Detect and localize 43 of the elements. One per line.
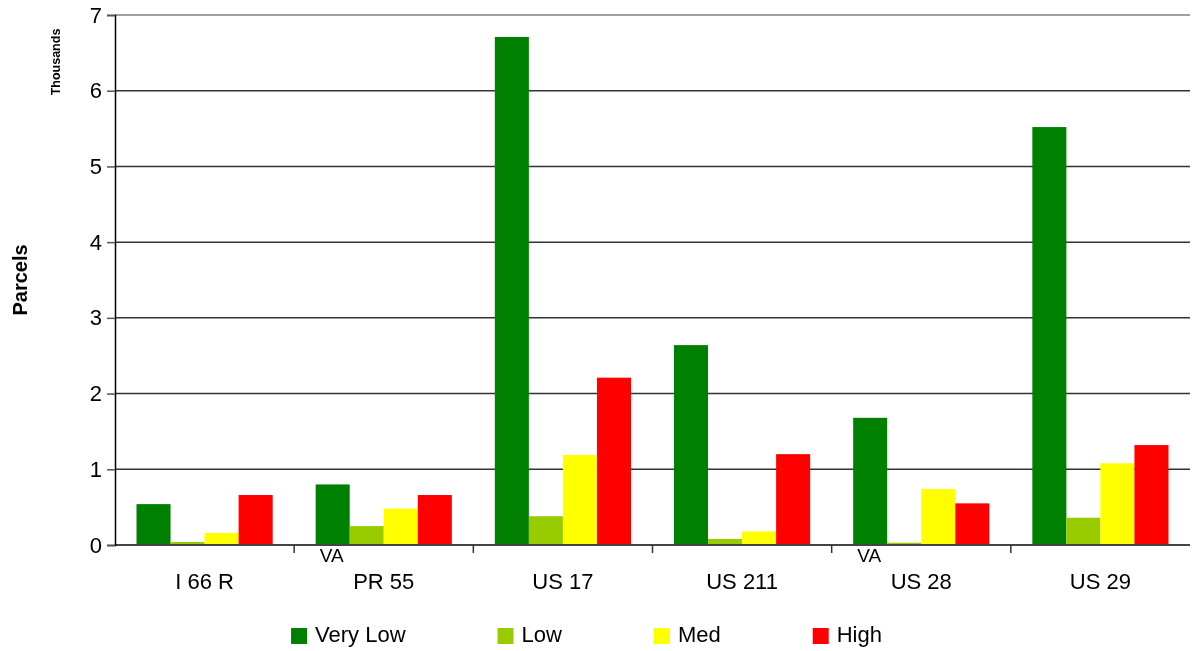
- y-tick-label: 7: [89, 2, 102, 28]
- bar: [238, 495, 273, 545]
- x-tick-label: US 17: [532, 568, 594, 594]
- x-tick-label: PR 55: [353, 568, 415, 594]
- bar: [1032, 127, 1067, 545]
- y-tick-label: 3: [89, 305, 102, 331]
- bar: [204, 532, 239, 545]
- annotation: VA: [857, 544, 882, 566]
- x-tick-label: US 28: [890, 568, 952, 594]
- text: Thousands: [49, 28, 64, 96]
- bar: [136, 504, 171, 545]
- bar: [853, 417, 888, 545]
- legend-label: Very Low: [315, 621, 406, 647]
- bar: [383, 508, 418, 545]
- bar: [596, 377, 631, 545]
- bar: [349, 526, 384, 545]
- bar: [528, 516, 563, 545]
- bar: [1100, 463, 1135, 545]
- x-tick-label: I 66 R: [175, 568, 234, 594]
- bar: [1134, 445, 1169, 545]
- x-tick-label: US 29: [1069, 568, 1131, 594]
- y-tick-label: 2: [89, 381, 102, 407]
- y-tick-label: 4: [89, 229, 102, 255]
- x-tick-label: US 211: [706, 568, 778, 594]
- legend-label: Med: [677, 621, 721, 647]
- bar: [494, 36, 529, 545]
- bar: [1066, 517, 1101, 545]
- annotation: VA: [319, 544, 344, 566]
- y-axis-title: Parcels: [9, 244, 32, 316]
- bar: [315, 484, 350, 545]
- bar: [562, 454, 597, 545]
- bar: [674, 345, 709, 545]
- y-tick-label: 0: [89, 532, 102, 558]
- legend-label: High: [836, 621, 882, 647]
- y-tick-label: 1: [89, 456, 102, 482]
- bar: [921, 488, 956, 545]
- y-tick-label: 5: [89, 153, 102, 179]
- bar: [742, 531, 777, 545]
- legend-label: Low: [521, 621, 563, 647]
- bar: [417, 495, 452, 545]
- bar: [776, 454, 811, 545]
- y-tick-label: 6: [89, 78, 102, 104]
- bar: [955, 503, 990, 545]
